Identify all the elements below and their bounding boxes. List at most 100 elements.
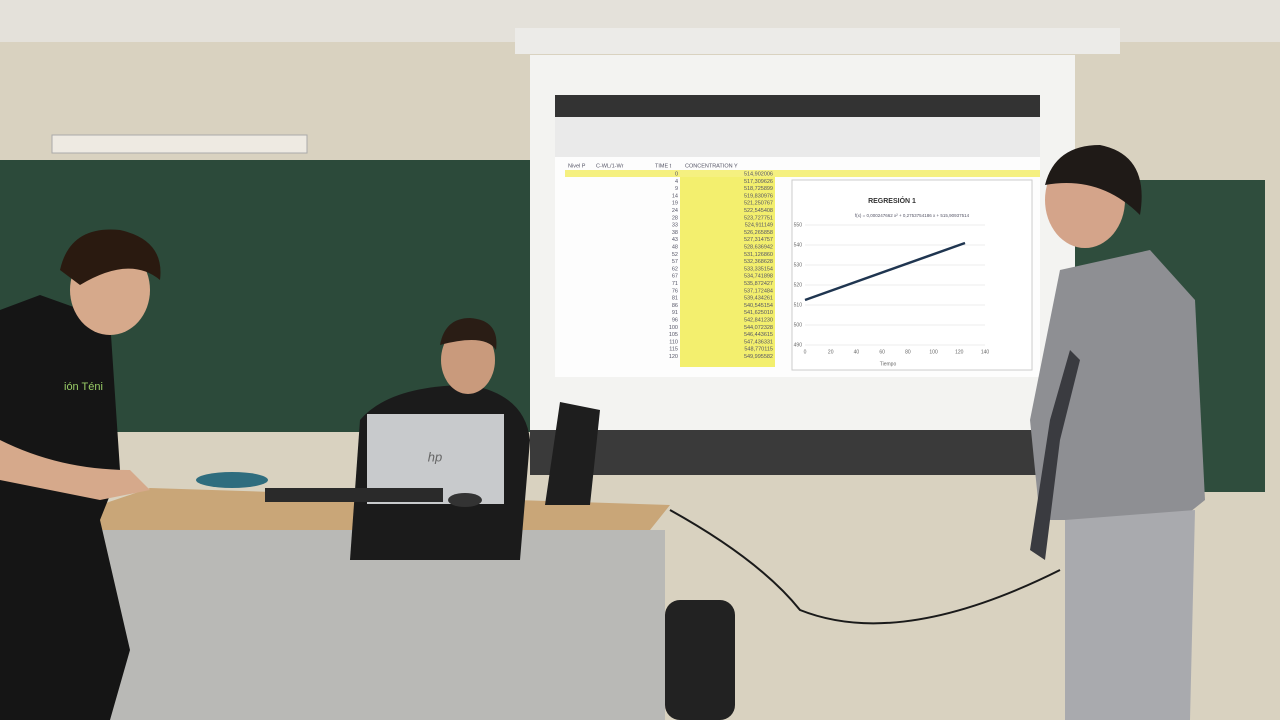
person-middle-head xyxy=(441,326,495,394)
concentration-cell: 539,434261 xyxy=(744,296,773,302)
concentration-cell: 519,830976 xyxy=(744,193,773,199)
shirt-text: ión Téni xyxy=(64,381,103,393)
screen-border xyxy=(530,430,1075,475)
header: TIME t xyxy=(655,163,672,169)
concentration-cell: 534,741898 xyxy=(744,274,773,280)
device xyxy=(196,472,268,488)
time-cell: 81 xyxy=(672,296,678,302)
x-tick-label: 100 xyxy=(929,349,938,355)
y-tick-label: 490 xyxy=(794,342,803,348)
time-cell: 105 xyxy=(669,332,678,338)
y-tick-label: 550 xyxy=(794,222,803,228)
backpack xyxy=(665,600,735,720)
time-cell: 57 xyxy=(672,259,678,265)
concentration-cell: 540,545154 xyxy=(744,303,773,309)
concentration-cell: 518,725899 xyxy=(744,186,773,192)
time-cell: 19 xyxy=(672,201,678,207)
y-tick-label: 530 xyxy=(794,262,803,268)
concentration-cell: 526,265858 xyxy=(744,230,773,236)
header: Nivel P xyxy=(568,163,586,169)
time-cell: 62 xyxy=(672,266,678,272)
time-cell: 48 xyxy=(672,244,678,250)
concentration-cell: 547,436331 xyxy=(744,339,773,345)
x-tick-label: 140 xyxy=(981,349,990,355)
concentration-cell: 532,368628 xyxy=(744,259,773,265)
mouse xyxy=(448,493,482,507)
trend-line xyxy=(804,241,966,302)
x-axis-label: Tiempo xyxy=(880,361,897,367)
time-cell: 14 xyxy=(672,193,678,199)
concentration-cell: 517,309626 xyxy=(744,179,773,185)
time-cell: 67 xyxy=(672,274,678,280)
x-tick-label: 60 xyxy=(879,349,885,355)
concentration-cell: 546,443615 xyxy=(744,332,773,338)
x-tick-label: 0 xyxy=(804,349,807,355)
person-left-hair xyxy=(60,229,161,285)
concentration-cell: 514,902006 xyxy=(744,171,773,177)
time-cell: 100 xyxy=(669,325,678,331)
concentration-cell: 527,314757 xyxy=(744,237,773,243)
time-cell: 91 xyxy=(672,310,678,316)
concentration-cell: 548,770115 xyxy=(744,347,773,353)
concentration-cell: 535,872427 xyxy=(744,281,773,287)
time-cell: 96 xyxy=(672,317,678,323)
time-cell: 33 xyxy=(672,223,678,229)
time-cell: 0 xyxy=(675,171,678,177)
concentration-cell: 522,545408 xyxy=(744,208,773,214)
time-cell: 9 xyxy=(675,186,678,192)
keyboard xyxy=(265,488,443,502)
y-tick-label: 500 xyxy=(794,322,803,328)
person-middle-hair xyxy=(440,318,497,350)
x-tick-label: 40 xyxy=(854,349,860,355)
selected-row xyxy=(565,170,1040,177)
person-right-hoodie xyxy=(1030,250,1205,520)
time-cell: 120 xyxy=(669,354,678,360)
time-cell: 52 xyxy=(672,252,678,258)
time-cell: 110 xyxy=(669,339,678,345)
concentration-cell: 524,911149 xyxy=(745,223,773,229)
chart: 0 20 40 60 80 100 120 140 550 540 530 520 510 500 490 xyxy=(794,222,990,355)
desk-front xyxy=(80,530,665,720)
concentration-cell: 528,636942 xyxy=(744,244,773,250)
person-left-body xyxy=(0,295,130,720)
time-cell: 38 xyxy=(672,230,678,236)
x-tick-label: 20 xyxy=(828,349,834,355)
toolbar xyxy=(555,117,1040,157)
time-cell: 28 xyxy=(672,215,678,221)
cable xyxy=(669,509,1061,625)
light-fixture xyxy=(51,134,308,154)
screen-housing xyxy=(515,28,1120,54)
taskbar xyxy=(555,95,1040,117)
laptop-logo: hp xyxy=(428,449,442,464)
person-right-arm xyxy=(1030,350,1080,560)
time-cell: 4 xyxy=(675,179,678,185)
time-cell: 76 xyxy=(672,288,678,294)
header: CONCENTRATION Y xyxy=(685,163,738,169)
concentration-cell: 541,625010 xyxy=(744,310,773,316)
time-cell: 43 xyxy=(672,237,678,243)
concentration-cell: 537,172484 xyxy=(744,288,773,294)
chart-frame xyxy=(791,179,1033,371)
x-tick-label: 80 xyxy=(905,349,911,355)
y-tick-label: 510 xyxy=(794,302,803,308)
y-tick-label: 540 xyxy=(794,242,803,248)
highlight-column xyxy=(680,177,775,367)
header: C-WL/1-Wr xyxy=(596,163,624,169)
concentration-cell: 533,335154 xyxy=(744,266,773,272)
time-cell: 115 xyxy=(669,347,678,353)
concentration-cell: 521,250767 xyxy=(744,201,773,207)
person-right-hair xyxy=(1045,145,1142,215)
spreadsheet: Nivel P C-WL/1-Wr TIME t CONCENTRATION Y… xyxy=(568,163,773,360)
concentration-cell: 523,727751 xyxy=(744,215,773,221)
time-cell: 24 xyxy=(672,208,678,214)
person-right-pants xyxy=(1065,510,1195,720)
time-cell: 71 xyxy=(672,281,678,287)
chart-title: REGRESIÓN 1 xyxy=(868,196,916,205)
concentration-cell: 549,995582 xyxy=(744,354,773,360)
time-cell: 86 xyxy=(672,303,678,309)
chart-equation: f(x) = 0,000247662 x² + 0,2753754186 x +… xyxy=(855,213,970,218)
x-tick-label: 120 xyxy=(955,349,964,355)
concentration-cell: 544,072328 xyxy=(744,325,773,331)
